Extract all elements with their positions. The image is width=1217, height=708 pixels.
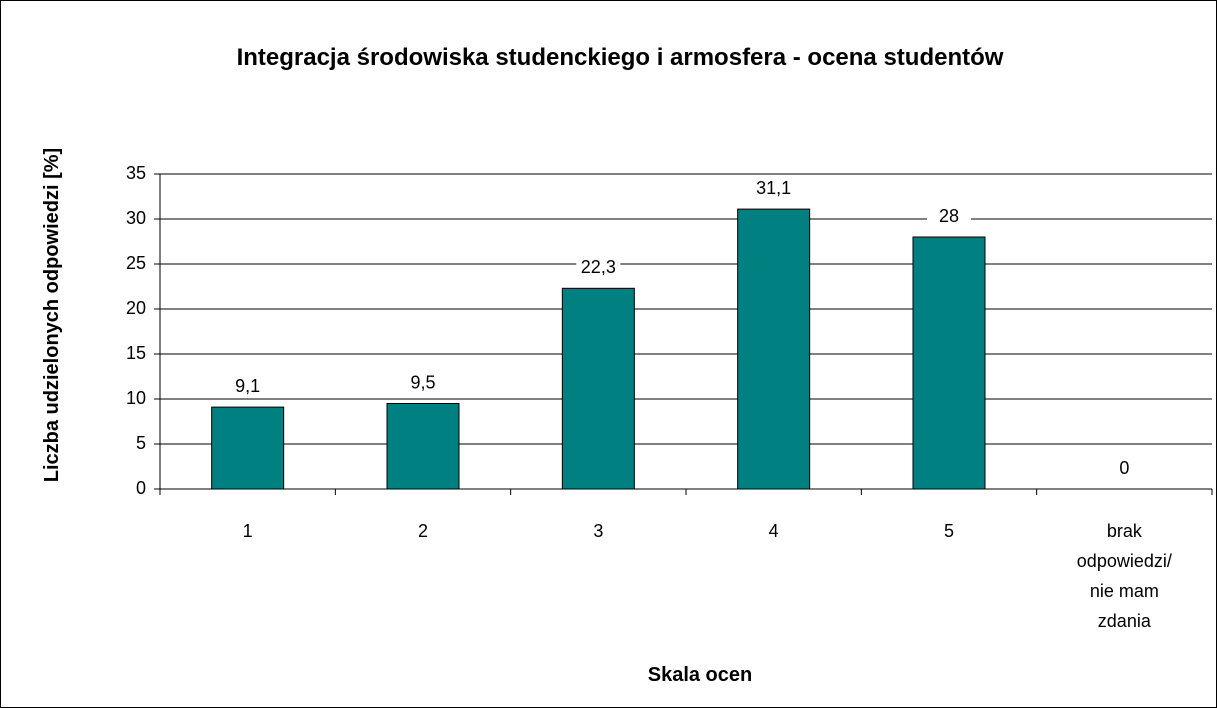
value-label: 0 xyxy=(1119,458,1129,478)
value-label-bg xyxy=(401,372,445,395)
value-label-bg xyxy=(1102,458,1147,480)
y-tick-label: 25 xyxy=(126,253,146,273)
x-tick-label: 3 xyxy=(593,521,604,541)
x-tick-label: 4 xyxy=(768,521,779,541)
value-label-bg xyxy=(576,257,621,280)
y-axis-title: Liczba udzielonych odpowiedzi [%] xyxy=(41,147,63,483)
y-tick-label: 0 xyxy=(136,478,146,498)
value-label-bg xyxy=(225,376,270,399)
x-tick-label: 2 xyxy=(417,521,428,541)
y-tick-label: 5 xyxy=(136,433,146,453)
bar xyxy=(912,236,986,490)
x-tick-label: brak odpowiedzi/ nie mam zdania xyxy=(1076,521,1172,631)
bar xyxy=(211,406,285,490)
value-label-bg xyxy=(927,206,971,228)
x-tick-label: 5 xyxy=(943,521,954,541)
chart-title: Integracja środowiska studenckiego i arm… xyxy=(236,44,1004,71)
value-label: 31,1 xyxy=(756,178,791,198)
y-tick-label: 20 xyxy=(126,298,146,318)
bar xyxy=(737,208,811,490)
value-label: 9,1 xyxy=(235,376,260,396)
bar xyxy=(561,287,635,490)
value-label: 22,3 xyxy=(581,257,616,277)
value-label: 28 xyxy=(939,206,959,226)
y-tick-label: 15 xyxy=(126,343,146,363)
y-tick-label: 10 xyxy=(126,388,146,408)
value-label-bg xyxy=(751,178,796,201)
y-tick-label: 30 xyxy=(126,208,146,228)
value-label: 9,5 xyxy=(410,372,435,392)
x-axis-title: Skala ocen xyxy=(647,664,753,686)
bar xyxy=(386,403,460,490)
x-tick-label: 1 xyxy=(242,521,253,541)
y-tick-label: 35 xyxy=(126,163,146,183)
